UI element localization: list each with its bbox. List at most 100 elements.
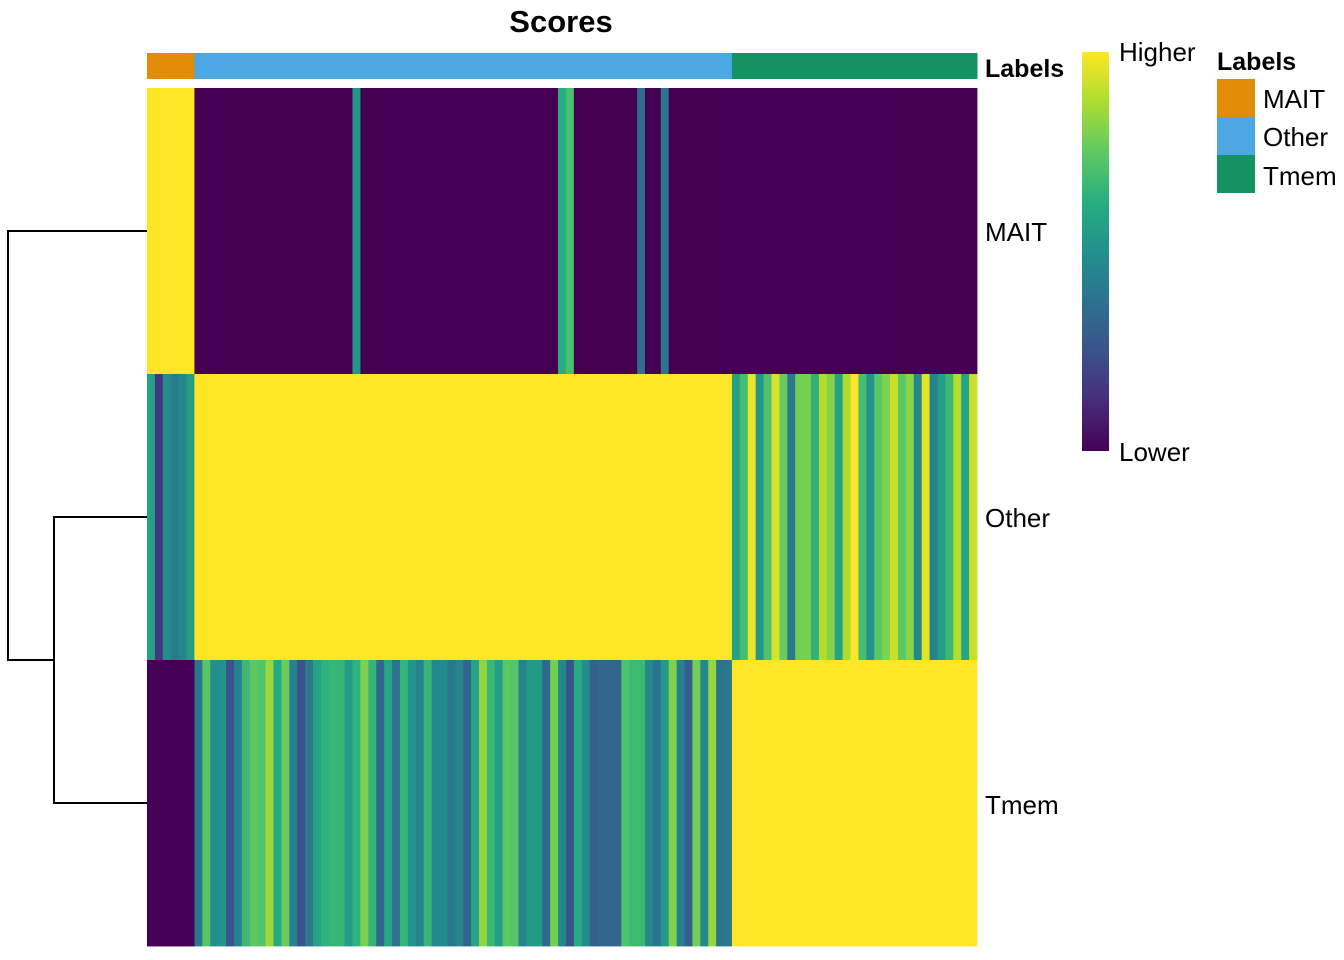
heatmap-cell — [257, 660, 266, 947]
heatmap-cell — [605, 88, 614, 375]
heatmap-cell — [289, 88, 298, 375]
heatmap-cell — [352, 88, 361, 375]
legend-label-other: Other — [1263, 122, 1328, 152]
heatmap-cell — [787, 374, 796, 661]
heatmap-cell — [392, 660, 401, 947]
heatmap-cell — [605, 660, 614, 947]
heatmap-cell — [565, 660, 575, 947]
heatmap-cell — [755, 88, 764, 375]
heatmap-cell — [194, 660, 203, 947]
colorbar-high-label: Higher — [1119, 37, 1196, 67]
heatmap-cell — [779, 374, 788, 661]
heatmap-cell — [510, 374, 519, 661]
heatmap-cell — [890, 88, 899, 375]
heatmap-cell — [194, 88, 203, 375]
heatmap-cell — [170, 88, 180, 375]
heatmap-cell — [289, 374, 298, 661]
heatmap-cell — [724, 88, 733, 375]
heatmap-cell — [747, 660, 757, 947]
heatmap-cell — [162, 660, 172, 947]
heatmap-cell — [510, 660, 519, 947]
heatmap-cell — [447, 88, 456, 375]
heatmap-cell — [518, 374, 527, 661]
heatmap-cell — [186, 88, 195, 375]
heatmap-cell — [273, 660, 282, 947]
heatmap-cell — [257, 374, 266, 661]
heatmap-cell — [969, 88, 978, 375]
heatmap-cell — [289, 660, 298, 947]
heatmap-cell — [313, 88, 322, 375]
heatmap-cell — [202, 374, 211, 661]
heatmap-cell — [945, 660, 954, 947]
heatmap-cell — [336, 374, 346, 661]
heatmap-cell — [423, 88, 432, 375]
heatmap-cell — [399, 660, 409, 947]
heatmap-cell — [384, 88, 393, 375]
heatmap-cell — [439, 374, 448, 661]
heatmap-cell — [565, 374, 575, 661]
heatmap-cell — [684, 660, 693, 947]
heatmap-cell — [241, 88, 251, 375]
heatmap-block-tmem-tmem — [731, 660, 978, 947]
heatmap-cell — [226, 374, 235, 661]
heatmap-cell — [660, 88, 670, 375]
heatmap-cell — [866, 660, 875, 947]
heatmap-cell — [336, 88, 346, 375]
heatmap-cell — [637, 88, 646, 375]
row-label-tmem: Tmem — [985, 790, 1059, 820]
heatmap-cell — [731, 660, 741, 947]
heatmap-cell — [534, 88, 543, 375]
heatmap-cell — [834, 88, 844, 375]
heatmap-cell — [392, 374, 401, 661]
heatmap-cell — [645, 88, 654, 375]
legend-swatch-other — [1217, 117, 1255, 155]
heatmap-cell — [415, 660, 425, 947]
heatmap-cell — [708, 374, 717, 661]
heatmap-cell — [565, 88, 575, 375]
heatmap-cell — [399, 88, 409, 375]
row-label-mait: MAIT — [985, 217, 1047, 247]
heatmap-cell — [953, 88, 962, 375]
heatmap-cell — [961, 660, 970, 947]
heatmap-cell — [826, 374, 836, 661]
heatmap-cell — [874, 660, 883, 947]
heatmap-cell — [344, 660, 353, 947]
heatmap-block-tmem-mait — [147, 660, 195, 947]
heatmap-cell — [897, 660, 907, 947]
heatmap-cell — [621, 88, 630, 375]
heatmap-cell — [534, 374, 543, 661]
dendrogram-branch-other-tmem — [53, 516, 147, 804]
heatmap-cell — [265, 88, 274, 375]
annotation-block-tmem — [731, 53, 978, 79]
heatmap-cell — [558, 660, 567, 947]
heatmap-cell — [700, 88, 709, 375]
heatmap-cell — [447, 660, 456, 947]
heatmap-cell — [463, 374, 472, 661]
heatmap-cell — [882, 660, 891, 947]
heatmap-cell — [613, 374, 622, 661]
heatmap-cell — [731, 88, 741, 375]
heatmap-cell — [945, 374, 954, 661]
heatmap-cell — [154, 374, 164, 661]
heatmap-cell — [526, 374, 535, 661]
heatmap-cell — [589, 660, 598, 947]
dendrogram-branch-root — [7, 230, 147, 661]
heatmap-cell — [313, 374, 322, 661]
heatmap-cell — [826, 88, 836, 375]
heatmap-cell — [305, 660, 314, 947]
heatmap-cell — [320, 660, 330, 947]
heatmap-cell — [621, 660, 630, 947]
heatmap-cell — [328, 660, 338, 947]
heatmap-cell — [716, 660, 725, 947]
heatmap-cell — [597, 88, 606, 375]
heatmap-cell — [368, 660, 377, 947]
heatmap-cell — [589, 374, 598, 661]
labels-legend: Labels MAIT Other Tmem — [1217, 48, 1337, 193]
heatmap-block-other-mait — [147, 374, 195, 661]
heatmap-cell — [439, 88, 448, 375]
heatmap-cell — [526, 660, 535, 947]
heatmap-body — [147, 88, 978, 947]
heatmap-cell — [913, 660, 923, 947]
heatmap-cell — [937, 88, 946, 375]
heatmap-cell — [486, 88, 496, 375]
